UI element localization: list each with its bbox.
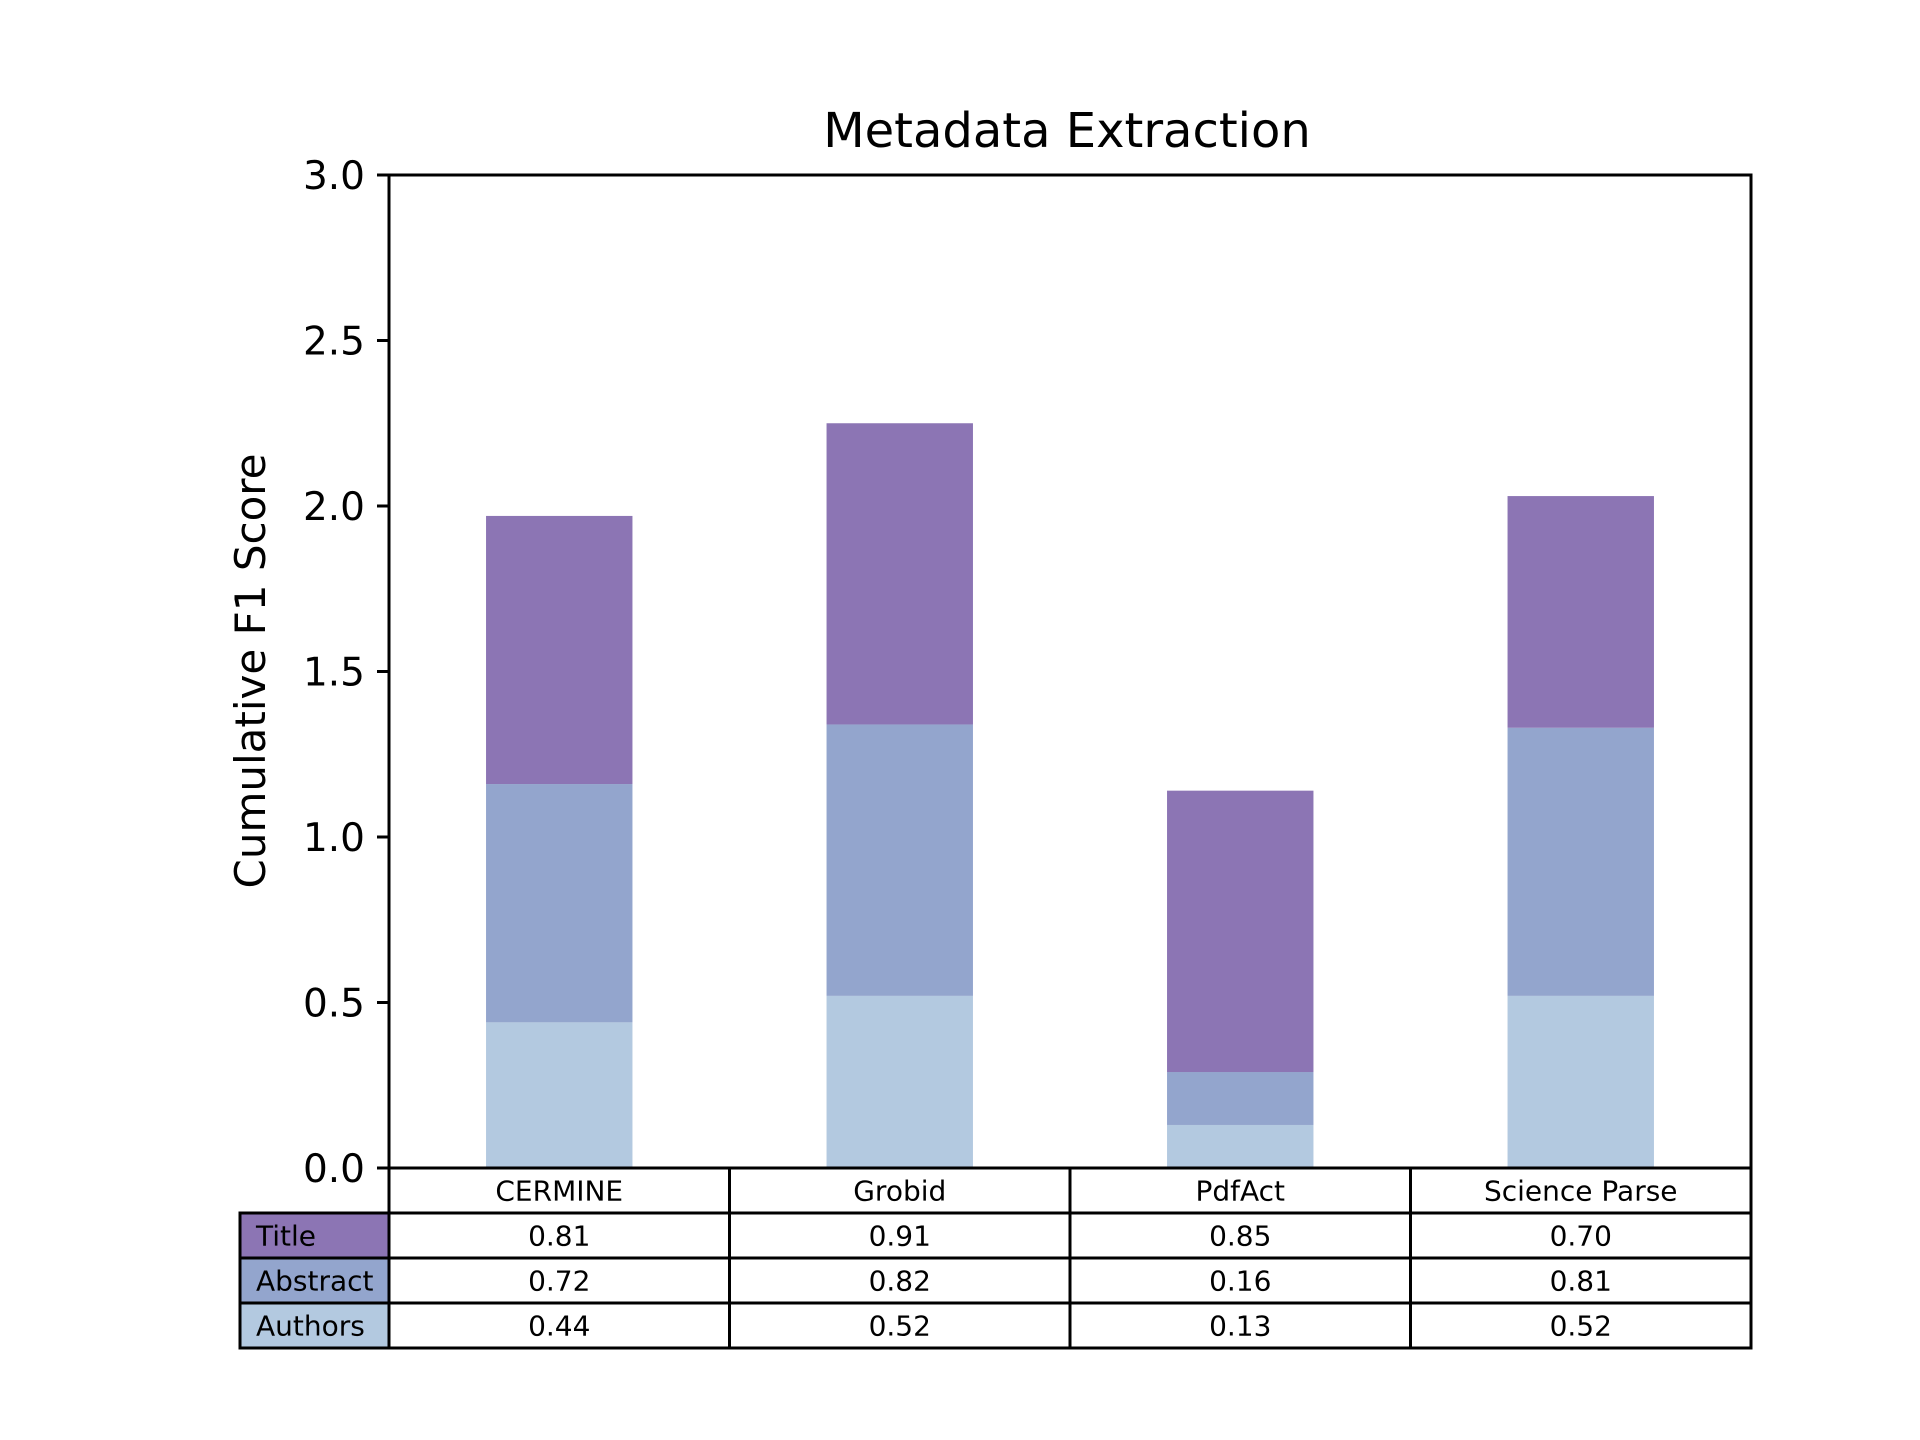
table-header-label-3: Science Parse — [1484, 1175, 1678, 1208]
bar-authors-1 — [826, 995, 973, 1168]
table-value-authors-3: 0.52 — [1550, 1310, 1612, 1343]
table-value-title-3: 0.70 — [1550, 1220, 1612, 1253]
bar-title-1 — [826, 423, 973, 725]
table-value-authors-1: 0.52 — [869, 1310, 931, 1343]
table-row-label-abstract: Abstract — [256, 1265, 374, 1298]
table-header-cell-1 — [728, 1166, 1072, 1215]
table-header-label-1: Grobid — [853, 1175, 946, 1208]
y-tick-label-3: 1.5 — [303, 651, 365, 696]
bar-authors-0 — [486, 1022, 633, 1168]
bar-authors-3 — [1507, 995, 1654, 1168]
bar-abstract-2 — [1167, 1072, 1314, 1125]
bar-abstract-1 — [826, 724, 973, 996]
table-value-abstract-2: 0.16 — [1209, 1265, 1271, 1298]
table-row-header-abstract — [238, 1256, 391, 1305]
table-value-abstract-3: 0.81 — [1550, 1265, 1612, 1298]
bar-authors-2 — [1167, 1124, 1314, 1168]
data-table: CERMINE Grobid PdfAct Science Parse Title 0.8… — [238, 1166, 1753, 1350]
table-row-label-authors: Authors — [256, 1310, 365, 1343]
table-header-label-0: CERMINE — [495, 1175, 623, 1208]
table-value-authors-2: 0.13 — [1209, 1310, 1271, 1343]
bar-title-2 — [1167, 790, 1314, 1073]
table-value-title-0: 0.81 — [528, 1220, 590, 1253]
bars-group — [486, 423, 1654, 1168]
table-value-authors-0: 0.44 — [528, 1310, 590, 1343]
y-axis: 0.0 0.5 1.0 1.5 2.0 2.5 3.0 — [303, 154, 389, 1192]
chart-title: Metadata Extraction — [823, 103, 1311, 159]
table-cell-authors-3 — [1409, 1301, 1753, 1350]
table-cell-authors-1 — [728, 1301, 1072, 1350]
bar-abstract-0 — [486, 784, 633, 1023]
y-tick-label-0: 0.0 — [303, 1147, 365, 1192]
table-value-title-1: 0.91 — [869, 1220, 931, 1253]
y-tick-label-4: 2.0 — [303, 485, 365, 530]
table-cell-authors-2 — [1068, 1301, 1412, 1350]
table-cell-abstract-0 — [387, 1256, 731, 1305]
bar-title-3 — [1507, 496, 1654, 728]
table-cell-title-3 — [1409, 1211, 1753, 1260]
y-tick-label-6: 3.0 — [303, 154, 365, 199]
bar-title-0 — [486, 515, 633, 785]
y-tick-label-5: 2.5 — [303, 320, 365, 365]
table-cell-abstract-3 — [1409, 1256, 1753, 1305]
table-row-label-title: Title — [255, 1220, 316, 1253]
table-value-abstract-0: 0.72 — [528, 1265, 590, 1298]
y-tick-label-1: 0.5 — [303, 982, 365, 1027]
bar-abstract-3 — [1507, 727, 1654, 996]
table-value-abstract-1: 0.82 — [869, 1265, 931, 1298]
y-tick-label-2: 1.0 — [303, 816, 365, 861]
table-value-title-2: 0.85 — [1209, 1220, 1271, 1253]
table-header-label-2: PdfAct — [1195, 1175, 1285, 1208]
table-header-cell-3 — [1409, 1166, 1753, 1215]
y-axis-label: Cumulative F1 Score — [226, 454, 275, 889]
table-row-header-title — [238, 1211, 391, 1260]
